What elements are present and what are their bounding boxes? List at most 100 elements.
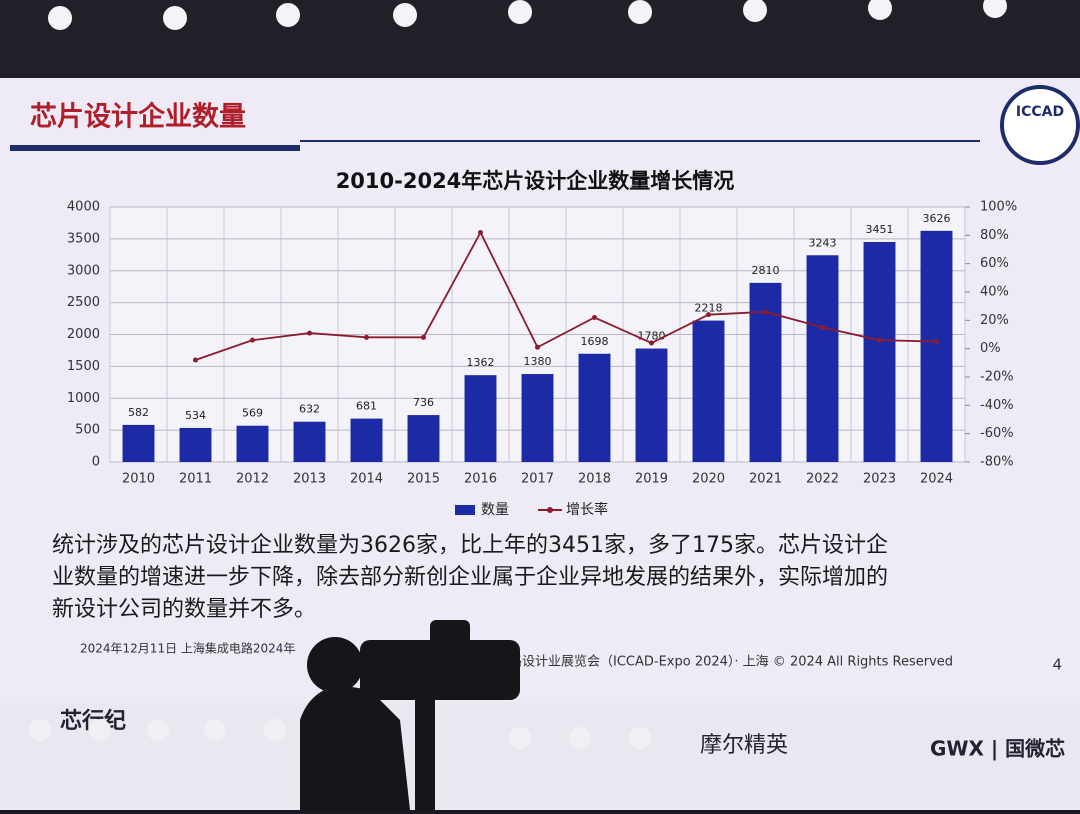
x-tick-label: 2011 [179, 472, 212, 487]
data-label: 736 [413, 396, 434, 409]
title-rule [300, 140, 980, 142]
line-point [877, 337, 882, 343]
bar [521, 374, 554, 462]
x-tick-label: 2024 [920, 472, 953, 487]
y2-tick-label: 60% [980, 256, 1009, 271]
data-label: 1698 [581, 335, 609, 348]
legend-swatch [455, 505, 475, 515]
line-point [250, 337, 255, 343]
bar [122, 424, 155, 462]
footer-text: 集成电路设计业展览会（ICCAD-Expo 2024）· 上海 © 2024 A… [470, 654, 953, 670]
x-tick-label: 2013 [293, 472, 326, 487]
bar [464, 375, 497, 462]
bar [920, 230, 953, 462]
chart-title: 2010-2024年芯片设计企业数量增长情况 [336, 169, 735, 193]
y-tick-label: 1000 [67, 391, 100, 406]
data-label: 534 [185, 409, 206, 422]
data-label: 2810 [752, 264, 780, 277]
page-number: 4 [1052, 656, 1062, 674]
x-tick-label: 2016 [464, 472, 497, 487]
data-label: 3451 [866, 223, 894, 236]
x-tick-label: 2012 [236, 472, 269, 487]
x-tick-label: 2014 [350, 472, 383, 487]
line-point [934, 339, 939, 345]
y-tick-label: 500 [75, 423, 100, 438]
x-tick-label: 2022 [806, 472, 839, 487]
line-point [193, 357, 198, 363]
line-point [706, 312, 711, 318]
y-tick-label: 2000 [67, 327, 100, 342]
bar [635, 348, 668, 462]
growth-line [195, 230, 937, 361]
x-tick-label: 2010 [122, 472, 155, 487]
sponsor-band [0, 703, 1080, 810]
title-underline [10, 145, 300, 151]
footer-text: 2024年12月11日 上海集成电路2024年 [80, 641, 295, 656]
x-tick-label: 2015 [407, 472, 440, 487]
paragraph-line: 新设计公司的数量并不多。 [52, 597, 316, 622]
y2-tick-label: 40% [980, 285, 1009, 300]
bar [350, 418, 383, 462]
line-point [478, 230, 483, 235]
line-point [649, 340, 654, 346]
bar [179, 427, 212, 462]
y-tick-label: 0 [92, 455, 100, 470]
x-tick-label: 2018 [578, 472, 611, 487]
line-point [592, 315, 597, 320]
x-tick-label: 2023 [863, 472, 896, 487]
y2-tick-label: -60% [980, 426, 1014, 441]
lower-lights [29, 719, 651, 749]
bar [407, 415, 440, 462]
y2-tick-label: -20% [980, 370, 1014, 385]
bar [578, 353, 611, 462]
line-point [421, 334, 426, 340]
x-tick-label: 2021 [749, 472, 782, 487]
data-label: 3243 [809, 236, 837, 249]
paragraph-line: 统计涉及的芯片设计企业数量为3626家，比上年的3451家，多了175家。芯片设… [52, 533, 888, 558]
x-tick-label: 2020 [692, 472, 725, 487]
bar [806, 255, 839, 462]
foreground-silhouette [300, 620, 520, 810]
y2-tick-label: 80% [980, 228, 1009, 243]
legend-label: 数量 [481, 502, 509, 518]
sponsor: 摩尔精英 [700, 733, 788, 758]
data-label: 569 [242, 407, 263, 420]
stage-lights [48, 0, 1007, 30]
line-point [307, 330, 312, 336]
legend-label: 增长率 [566, 501, 608, 518]
paragraph-line: 业数量的增速进一步下降，除去部分新创企业属于企业异地发展的结果外，实际增加的 [52, 565, 888, 590]
slide-title: 芯片设计企业数量 [30, 101, 246, 133]
data-label: 3626 [923, 212, 951, 225]
bar [863, 241, 896, 462]
logo-badge [1000, 85, 1080, 165]
y-tick-label: 1500 [67, 359, 100, 374]
bar [692, 320, 725, 462]
data-label: 2218 [695, 302, 723, 315]
data-label: 1362 [467, 356, 495, 369]
y2-tick-label: 0% [980, 341, 1001, 356]
bar [236, 425, 269, 462]
line-point [820, 324, 825, 330]
y-tick-label: 2500 [67, 295, 100, 310]
y-tick-label: 4000 [67, 200, 100, 215]
legend-swatch [547, 507, 553, 513]
y-tick-label: 3000 [67, 263, 100, 278]
paragraph: 统计涉及的芯片设计企业数量为3626家，比上年的3451家，多了175家。芯片设… [52, 533, 888, 622]
line-point [364, 334, 369, 340]
data-label: 681 [356, 400, 377, 413]
line-point [535, 344, 540, 350]
y-tick-label: 3500 [67, 231, 100, 246]
data-label: 1380 [524, 355, 552, 368]
data-label: 582 [128, 406, 149, 419]
chart: 0 500 1000 1500 2000 2500 3000 3500 4000 -80% -60%… [67, 200, 1017, 519]
data-label: 632 [299, 403, 320, 416]
y2-tick-label: -80% [980, 455, 1014, 470]
x-tick-label: 2017 [521, 472, 554, 487]
x-tick-label: 2019 [635, 472, 668, 487]
line-point [763, 309, 768, 315]
bar [293, 421, 326, 462]
logo-text: ICCAD [1016, 104, 1064, 120]
y2-tick-label: 20% [980, 313, 1009, 328]
y2-tick-label: 100% [980, 200, 1017, 215]
